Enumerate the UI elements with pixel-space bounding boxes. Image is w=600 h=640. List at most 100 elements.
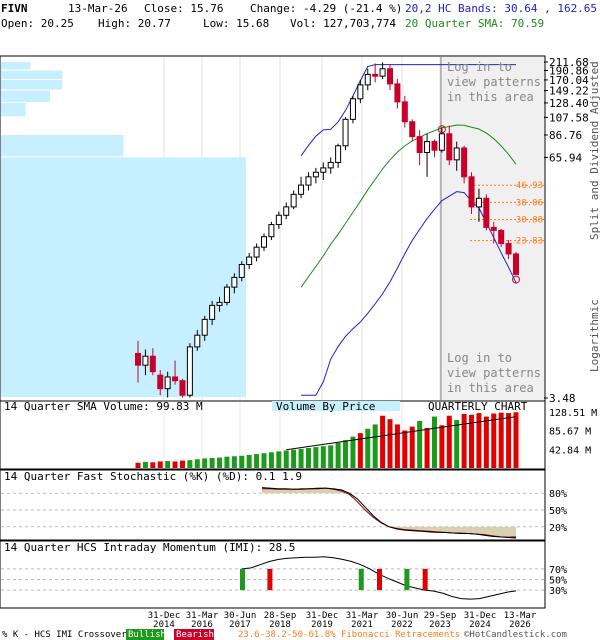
candle-body — [275, 214, 282, 226]
x-tick-label: 31-Dec — [148, 611, 181, 621]
vbp-bar — [1, 157, 246, 397]
hc-bands — [300, 64, 517, 396]
volume-bar — [483, 416, 489, 468]
volume-bar — [135, 462, 141, 468]
volume-tick-label: 42.84 M — [549, 445, 591, 456]
candle-body — [490, 226, 497, 231]
candle-body — [172, 376, 179, 382]
candle-body — [431, 141, 438, 151]
price-tick-label: 190.86 — [549, 64, 589, 77]
close-label: Close: 15.76 — [144, 2, 223, 15]
vbp-bar — [1, 79, 63, 90]
x-tick-label: 2024 — [469, 620, 491, 630]
x-tick-label: 2017 — [229, 620, 251, 630]
volume-bar — [142, 461, 148, 468]
volume-bar — [209, 457, 215, 468]
volume-bar — [328, 445, 334, 468]
candle-body — [149, 355, 156, 373]
x-tick-label: 28-Sep — [264, 611, 297, 621]
volume-by-price-bars — [1, 62, 246, 397]
x-tick-label: 31-Dec — [306, 611, 339, 621]
volume-bar — [365, 428, 371, 468]
volume-tick-label: 85.67 M — [549, 427, 591, 438]
low-label: Low: 15.68 — [203, 17, 269, 30]
volume-bar — [217, 457, 223, 468]
volume-bar — [506, 413, 512, 468]
price-tick-label: 211.68 — [549, 56, 589, 69]
candle-body — [246, 256, 253, 266]
price-tick-label: 170.04 — [549, 74, 589, 87]
volume-bar — [350, 436, 356, 468]
volume-bar — [179, 460, 185, 468]
volume-bar — [446, 415, 452, 468]
imi-crossover-bar — [422, 568, 428, 591]
candle-body — [312, 171, 319, 178]
x-tick-label: 2021 — [351, 620, 373, 630]
login-line-1: Log in to — [447, 60, 512, 74]
volume-bar — [335, 442, 341, 468]
candle-body — [394, 83, 401, 103]
volume-by-price-label: Volume By Price — [276, 400, 375, 413]
login-overlay-top[interactable]: Log in to view patterns in this area — [447, 60, 541, 104]
volume-bar — [283, 450, 289, 468]
vbp-bar — [1, 70, 63, 79]
imi-crossover-bar — [240, 568, 245, 591]
candle-body — [424, 141, 431, 154]
sma-label: 20 Quarter SMA: 70.59 — [405, 17, 544, 30]
pattern-marker — [437, 125, 446, 134]
volume-bar — [343, 440, 349, 468]
candle-body — [505, 243, 512, 255]
candle-body — [261, 236, 267, 248]
volume-bar — [424, 427, 430, 468]
fibonacci-lines: 46.93 38.06 30.88 23.83 — [470, 181, 544, 247]
volume-bar — [313, 447, 319, 468]
candle-body — [513, 253, 519, 275]
imi-crossover-bar — [404, 568, 410, 591]
candle-body — [253, 246, 260, 258]
candle-body — [379, 68, 386, 77]
imi-axis: 70%50%30% — [549, 565, 567, 597]
candle-body — [164, 376, 171, 390]
upper-band — [300, 64, 516, 157]
x-tick-label: 30-Jun — [386, 611, 419, 621]
volume-bar — [231, 456, 237, 468]
fib-label: 46.93 — [516, 181, 543, 191]
candle-body — [409, 121, 416, 138]
volume-bar — [387, 419, 393, 468]
volume-bar — [357, 433, 363, 468]
x-tick-label: 13-Mar — [504, 611, 537, 621]
fib-label: 23.83 — [516, 237, 543, 247]
stochastic-lines — [1, 487, 544, 539]
candle-body — [186, 346, 193, 396]
candle-body — [416, 136, 423, 154]
candle-body — [298, 184, 305, 195]
stoch-tick-label: 80% — [549, 489, 567, 500]
bullish-label: Bullish — [128, 630, 166, 640]
login-line-3: in this area — [447, 90, 534, 104]
bearish-swatch — [174, 629, 214, 640]
volume-bar — [172, 461, 178, 468]
volume-bar — [254, 454, 260, 468]
crossover-label: % K - HCS IMI Crossover: — [2, 630, 132, 640]
candle-body — [290, 193, 297, 208]
imi-tick-label: 30% — [549, 586, 567, 597]
fib-label: 38.06 — [516, 198, 543, 208]
lower-band — [301, 191, 517, 396]
stoch-tick-label: 20% — [549, 523, 567, 534]
candle-body — [327, 161, 334, 169]
candle-body — [335, 145, 342, 163]
candle-body — [453, 147, 460, 161]
bearish-label: Bearish — [176, 630, 214, 640]
x-tick-label: 31-Mar — [186, 611, 219, 621]
legend: % K - HCS IMI Crossover: Bullish Bearish… — [2, 629, 567, 640]
x-tick-label: 31-Dec — [464, 611, 497, 621]
volume-tick-label: 128.51 M — [549, 408, 597, 419]
logarithmic-label: Logarithmic — [588, 299, 600, 372]
login-overlay-bottom[interactable]: Log in to view patterns in this area — [447, 351, 541, 395]
x-tick-label: 2014 — [153, 620, 175, 630]
volume-bar — [402, 430, 408, 468]
pattern-marker — [512, 275, 520, 284]
candle-body — [201, 318, 208, 336]
volume-bar — [202, 458, 208, 468]
